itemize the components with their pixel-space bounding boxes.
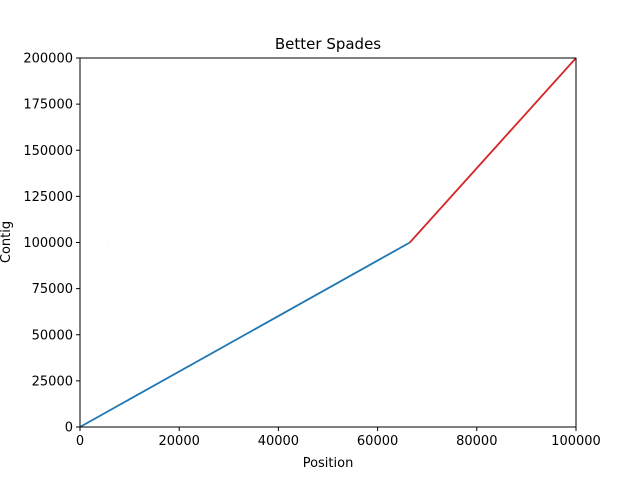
y-tick-label: 200000	[23, 52, 73, 67]
y-tick-label: 0	[65, 421, 73, 436]
y-tick-label: 150000	[23, 144, 73, 159]
x-tick-label: 100000	[551, 434, 601, 449]
y-tick-label: 175000	[23, 98, 73, 113]
series-line-1	[79, 241, 411, 428]
x-axis-ticks: 0 20000 40000 60000 80000 100000	[76, 427, 601, 449]
y-tick-label: 50000	[32, 328, 73, 343]
y-axis-ticks: 0 25000 50000 75000 100000 125000 150000 175000…	[23, 52, 80, 436]
chart-title: Better Spades	[275, 35, 381, 53]
y-tick-label: 125000	[23, 190, 73, 205]
series-layer	[79, 57, 577, 428]
y-tick-label: 100000	[23, 236, 73, 251]
y-axis-label: Contig	[0, 221, 14, 263]
x-axis-label: Position	[303, 456, 354, 471]
series-line-2	[409, 57, 577, 244]
x-tick-label: 60000	[357, 434, 398, 449]
x-tick-label: 20000	[159, 434, 200, 449]
y-tick-label: 75000	[32, 282, 73, 297]
x-tick-label: 40000	[258, 434, 299, 449]
x-tick-label: 0	[76, 434, 84, 449]
y-tick-label: 25000	[32, 374, 73, 389]
x-tick-label: 80000	[456, 434, 497, 449]
